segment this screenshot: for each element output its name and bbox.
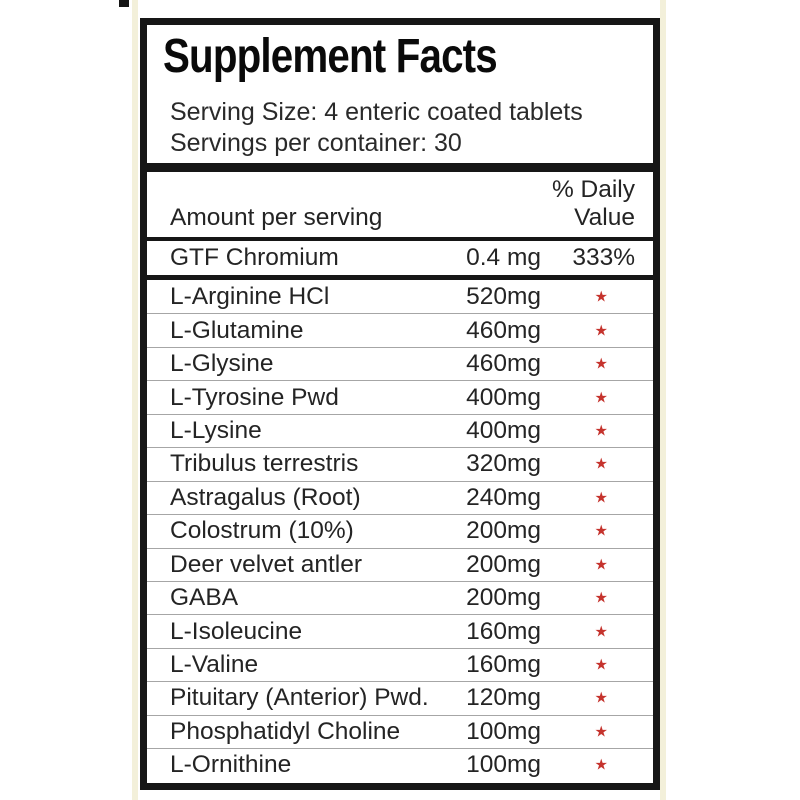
daily-value-asterisk: ★ (594, 623, 608, 641)
ingredient-name: L-Ornithine (170, 751, 292, 779)
ingredient-name: GABA (170, 584, 239, 612)
daily-value-header-line1: % Daily (551, 176, 635, 203)
ingredient-amount: 100mg (466, 717, 541, 745)
table-row: L-Isoleucine 160mg ★ (147, 614, 653, 647)
table-row: L-Ornithine 100mg ★ (147, 748, 653, 781)
ingredient-name: Astragalus (Root) (170, 483, 361, 511)
ingredient-amount: 320mg (466, 450, 541, 478)
table-row: Astragalus (Root) 240mg ★ (147, 480, 653, 514)
daily-value-asterisk: ★ (594, 522, 608, 540)
table-row: L-Glutamine 460mg ★ (147, 313, 653, 346)
daily-value-header-line2: Value (574, 204, 635, 231)
ingredient-amount: 520mg (466, 282, 541, 310)
table-row: Colostrum (10%) 200mg ★ (147, 514, 653, 547)
panel-title: Supplement Facts (163, 31, 653, 83)
table-row: Deer velvet antler 200mg ★ (147, 547, 653, 581)
amount-per-serving-header: Amount per serving (170, 204, 383, 231)
ingredient-name: Tribulus terrestris (170, 450, 359, 478)
label-edge-left (132, 0, 138, 800)
ingredient-name: L-Tyrosine Pwd (170, 383, 339, 411)
table-row: Tribulus terrestris 320mg ★ (147, 447, 653, 480)
table-row: Pituitary (Anterior) Pwd. 120mg ★ (147, 681, 653, 714)
daily-value-asterisk: ★ (594, 456, 608, 474)
divider-primary-row (147, 275, 653, 280)
ingredient-amount: 200mg (466, 584, 541, 612)
daily-value-asterisk: ★ (594, 656, 608, 674)
ingredient-name: Pituitary (Anterior) Pwd. (170, 684, 429, 712)
ingredient-rows: L-Arginine HCl 520mg ★ L-Glutamine 460mg… (147, 280, 653, 782)
daily-value-asterisk: ★ (594, 556, 608, 574)
daily-value-percent: 333% (572, 244, 635, 271)
daily-value-asterisk: ★ (594, 723, 608, 741)
ingredient-amount: 400mg (466, 383, 541, 411)
daily-value-asterisk: ★ (594, 288, 608, 306)
ingredient-amount: 200mg (466, 550, 541, 578)
table-row: L-Valine 160mg ★ (147, 647, 653, 681)
ingredient-amount: 160mg (466, 651, 541, 679)
daily-value-asterisk: ★ (594, 489, 608, 507)
panel-title-text: Supplement Facts (163, 30, 498, 83)
ingredient-amount: 200mg (466, 517, 541, 545)
ingredient-amount: 120mg (466, 684, 541, 712)
ingredient-name: Colostrum (10%) (170, 517, 354, 545)
divider-header (147, 237, 653, 241)
ingredient-amount: 460mg (466, 316, 541, 344)
daily-value-asterisk: ★ (594, 389, 608, 407)
ingredient-amount: 100mg (466, 751, 541, 779)
supplement-facts-panel: Supplement Facts Serving Size: 4 enteric… (140, 18, 660, 790)
serving-info: Serving Size: 4 enteric coated tablets S… (170, 97, 653, 159)
ingredient-name: L-Glysine (170, 350, 274, 378)
daily-value-header: % Daily Value (552, 176, 635, 232)
scan-artifact-mark (119, 0, 129, 7)
daily-value-asterisk: ★ (594, 422, 608, 440)
ingredient-amount: 460mg (466, 350, 541, 378)
table-row: L-Glysine 460mg ★ (147, 346, 653, 380)
daily-value-asterisk: ★ (594, 322, 608, 340)
table-row: Phosphatidyl Choline 100mg ★ (147, 714, 653, 748)
daily-value-asterisk: ★ (594, 756, 608, 774)
daily-value-asterisk: ★ (594, 690, 608, 708)
ingredient-name: Phosphatidyl Choline (170, 717, 401, 745)
ingredient-name: GTF Chromium (170, 244, 339, 271)
ingredient-name: L-Lysine (170, 416, 262, 444)
serving-size-text: Serving Size: 4 enteric coated tablets (170, 98, 583, 126)
ingredient-name: Deer velvet antler (170, 550, 363, 578)
table-row: L-Arginine HCl 520mg ★ (147, 280, 653, 313)
ingredient-name: L-Isoleucine (170, 617, 303, 645)
table-row-gtf-chromium: GTF Chromium 0.4 mg 333% (147, 241, 653, 275)
ingredient-name: L-Valine (170, 651, 259, 679)
divider-thick (147, 163, 653, 172)
table-row: GABA 200mg ★ (147, 580, 653, 614)
servings-per-container-text: Servings per container: 30 (170, 129, 462, 157)
label-edge-right (660, 0, 666, 800)
ingredient-name: L-Glutamine (170, 316, 304, 344)
ingredient-amount: 240mg (466, 483, 541, 511)
daily-value-asterisk: ★ (594, 355, 608, 373)
table-row: L-Lysine 400mg ★ (147, 413, 653, 447)
table-header: Amount per serving % Daily Value (147, 172, 653, 237)
daily-value-asterisk: ★ (594, 589, 608, 607)
ingredient-name: L-Arginine HCl (170, 282, 330, 310)
table-row: L-Tyrosine Pwd 400mg ★ (147, 380, 653, 413)
ingredient-amount: 0.4 mg (466, 244, 541, 271)
ingredient-amount: 400mg (466, 416, 541, 444)
ingredient-amount: 160mg (466, 617, 541, 645)
